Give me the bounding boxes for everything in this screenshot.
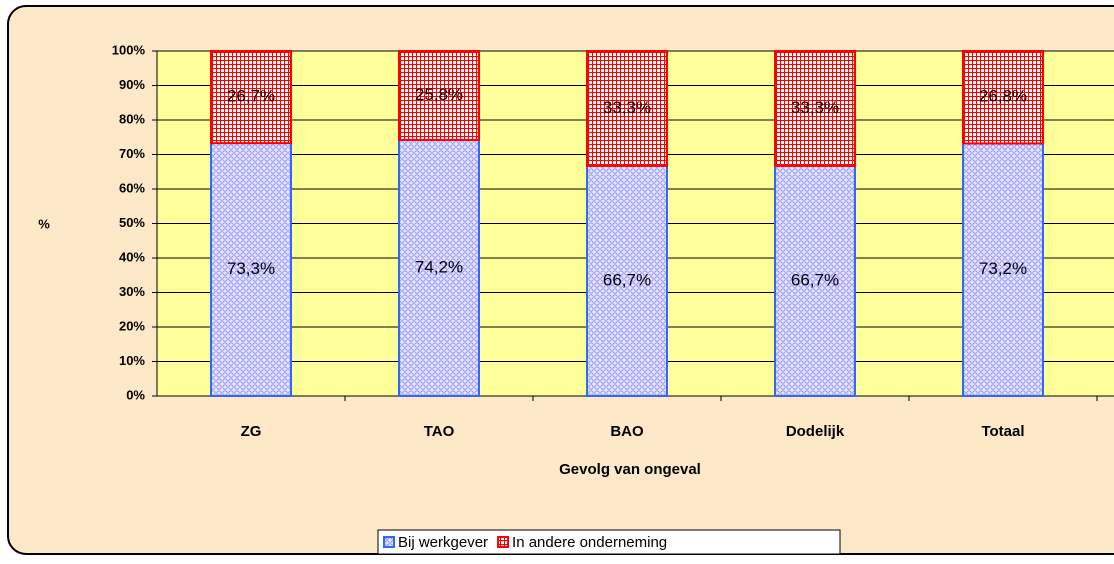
value-label: 26,7%: [227, 87, 275, 106]
legend-label: In andere onderneming: [512, 534, 667, 551]
bar-segment: [586, 164, 668, 397]
value-label: 33,3%: [791, 98, 839, 117]
legend-box: [377, 529, 841, 555]
bar-segment: [962, 142, 1044, 397]
bar-segment: [962, 50, 1044, 145]
legend: Bij werkgever In andere onderneming: [377, 529, 841, 555]
value-label: 33,3%: [603, 98, 651, 117]
y-tick-label: 30%: [119, 284, 145, 299]
value-label: 26,8%: [979, 87, 1027, 106]
y-axis-title: %: [38, 216, 50, 231]
legend-label: Bij werkgever: [398, 534, 488, 551]
y-tick-label: 90%: [119, 77, 145, 92]
value-label: 74,2%: [415, 257, 463, 276]
bar-segment: [398, 50, 480, 142]
y-tick-label: 100%: [112, 42, 146, 57]
y-tick-label: 40%: [119, 249, 145, 264]
bar-segment: [774, 164, 856, 397]
x-tick-label: Totaal: [981, 423, 1024, 440]
x-axis-title: Gevolg van ongeval: [559, 461, 701, 478]
bar-segment: [398, 139, 480, 397]
bar-segment: [586, 50, 668, 167]
y-tick-label: 60%: [119, 180, 145, 195]
y-tick-label: 50%: [119, 215, 145, 230]
y-tick-label: 80%: [119, 111, 145, 126]
x-tick-label: Dodelijk: [786, 423, 845, 440]
legend-swatch: [383, 536, 395, 548]
y-tick-label: 70%: [119, 146, 145, 161]
value-label: 25,8%: [415, 85, 463, 104]
x-tick-label: TAO: [424, 423, 455, 440]
x-tick-label: BAO: [610, 423, 644, 440]
y-tick-label: 10%: [119, 353, 145, 368]
y-tick-label: 0%: [126, 387, 145, 402]
value-label: 66,7%: [603, 270, 651, 289]
value-label: 66,7%: [791, 270, 839, 289]
value-label: 73,2%: [979, 259, 1027, 278]
x-tick-label: ZG: [241, 423, 262, 440]
y-tick-label: 20%: [119, 318, 145, 333]
bar-segment: [210, 50, 292, 145]
bar-segment: [774, 50, 856, 167]
legend-swatch: [497, 536, 510, 548]
value-label: 73,3%: [227, 259, 275, 278]
